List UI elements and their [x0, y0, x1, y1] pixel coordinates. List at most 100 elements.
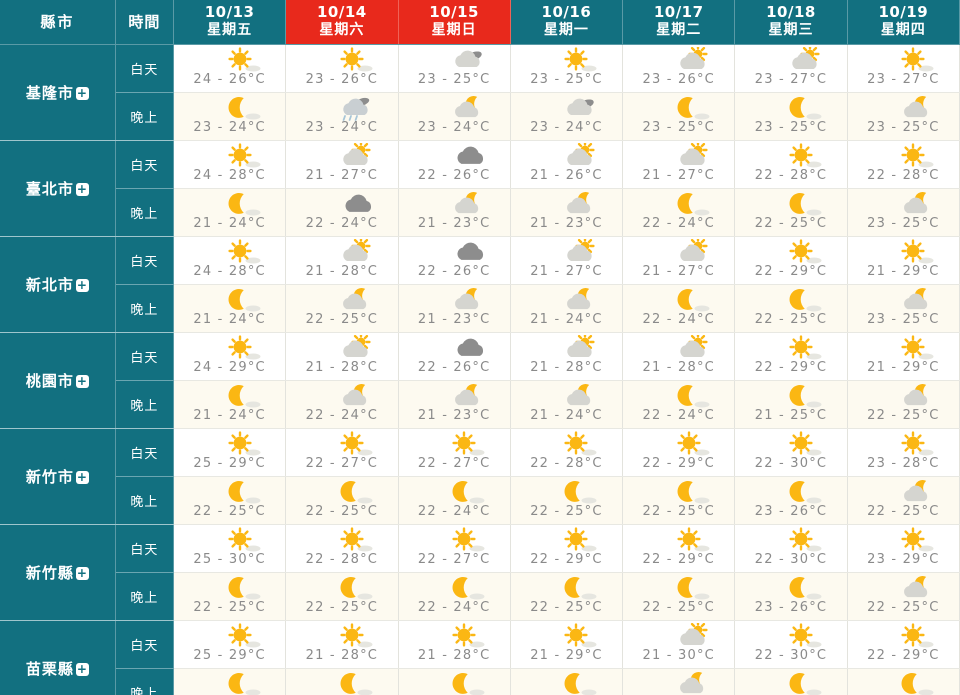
forecast-cell[interactable]: 22 - 25°C — [622, 572, 736, 621]
forecast-cell[interactable]: 23 - 27°C — [847, 44, 960, 93]
city-cell-4[interactable]: 新竹市 + — [0, 428, 116, 525]
forecast-cell[interactable]: 23 - 26°C — [622, 43, 736, 93]
forecast-cell[interactable]: 22 - 30°C — [734, 620, 848, 669]
forecast-cell[interactable]: 22 - 28°C — [847, 140, 960, 189]
forecast-cell[interactable]: 21 - 27°C — [622, 235, 736, 285]
forecast-cell[interactable]: 22 - 25°C — [285, 476, 399, 525]
forecast-cell[interactable]: 21 - 27°C — [285, 139, 399, 189]
forecast-cell[interactable]: 21 - 24°C — [510, 380, 624, 429]
forecast-cell[interactable]: 23 - 25°C — [510, 44, 624, 93]
forecast-cell[interactable]: 21 - 24°C — [173, 380, 287, 429]
forecast-cell[interactable]: 23 - 26°C — [285, 44, 399, 93]
city-cell-6[interactable]: 苗栗縣 + — [0, 620, 116, 695]
city-cell-3[interactable]: 桃園市 + — [0, 332, 116, 429]
forecast-cell[interactable]: 22 - 25°C — [734, 284, 848, 333]
forecast-cell[interactable]: 21 - 29°C — [847, 332, 960, 381]
forecast-cell[interactable]: 21 - 24°C — [173, 188, 287, 237]
forecast-cell[interactable]: 24 - 28°C — [173, 236, 287, 285]
forecast-cell[interactable]: 21 - 27°C — [622, 139, 736, 189]
forecast-cell[interactable]: 24 - 28°C — [173, 140, 287, 189]
header-day-3[interactable]: 10/16 星期一 — [510, 0, 624, 45]
forecast-cell[interactable]: 21 - 28°C — [510, 331, 624, 381]
city-cell-0[interactable]: 基隆市 + — [0, 44, 116, 141]
city-cell-2[interactable]: 新北市 + — [0, 236, 116, 333]
forecast-cell[interactable]: 22 - 24°C — [622, 380, 736, 429]
forecast-cell[interactable]: 21 - 26°C — [510, 139, 624, 189]
forecast-cell[interactable]: 22 - 24°C — [285, 188, 399, 237]
header-day-2[interactable]: 10/15 星期日 — [398, 0, 511, 45]
forecast-cell[interactable]: 24 - 26°C — [173, 44, 287, 93]
forecast-cell[interactable]: 25 - 30°C — [173, 524, 287, 573]
forecast-cell[interactable]: 21 - 24°C — [173, 284, 287, 333]
forecast-cell[interactable]: 22 - 25°C — [622, 476, 736, 525]
forecast-cell[interactable]: 22 - 25°C — [847, 668, 960, 695]
forecast-cell[interactable]: 22 - 25°C — [847, 572, 960, 621]
forecast-cell[interactable]: 23 - 26°C — [734, 572, 848, 621]
city-cell-1[interactable]: 臺北市 + — [0, 140, 116, 237]
expand-plus-icon[interactable]: + — [75, 181, 89, 196]
forecast-cell[interactable]: 22 - 25°C — [510, 476, 624, 525]
forecast-cell[interactable]: 22 - 24°C — [285, 380, 399, 429]
forecast-cell[interactable]: 23 - 25°C — [398, 44, 511, 93]
forecast-cell[interactable]: 24 - 29°C — [173, 332, 287, 381]
forecast-cell[interactable]: 22 - 30°C — [734, 428, 848, 477]
forecast-cell[interactable]: 23 - 26°C — [734, 476, 848, 525]
forecast-cell[interactable]: 21 - 30°C — [622, 619, 736, 669]
forecast-cell[interactable]: 22 - 25°C — [173, 572, 287, 621]
forecast-cell[interactable]: 23 - 25°C — [847, 92, 960, 141]
header-day-4[interactable]: 10/17 星期二 — [622, 0, 736, 45]
forecast-cell[interactable]: 21 - 29°C — [847, 236, 960, 285]
forecast-cell[interactable]: 23 - 24°C — [285, 92, 399, 141]
forecast-cell[interactable]: 22 - 24°C — [622, 188, 736, 237]
forecast-cell[interactable]: 23 - 25°C — [847, 188, 960, 237]
forecast-cell[interactable]: 21 - 23°C — [510, 188, 624, 237]
forecast-cell[interactable]: 22 - 25°C — [847, 476, 960, 525]
forecast-cell[interactable]: 23 - 28°C — [847, 428, 960, 477]
forecast-cell[interactable]: 22 - 25°C — [510, 572, 624, 621]
forecast-cell[interactable]: 23 - 25°C — [622, 92, 736, 141]
forecast-cell[interactable]: 21 - 23°C — [398, 380, 511, 429]
forecast-cell[interactable]: 22 - 27°C — [285, 428, 399, 477]
forecast-cell[interactable]: 23 - 25°C — [847, 284, 960, 333]
forecast-cell[interactable]: 23 - 29°C — [847, 524, 960, 573]
forecast-cell[interactable]: 22 - 26°C — [734, 668, 848, 695]
forecast-cell[interactable]: 22 - 25°C — [285, 284, 399, 333]
forecast-cell[interactable]: 21 - 23°C — [398, 188, 511, 237]
forecast-cell[interactable]: 21 - 24°C — [510, 284, 624, 333]
forecast-cell[interactable]: 25 - 29°C — [173, 428, 287, 477]
city-cell-5[interactable]: 新竹縣 + — [0, 524, 116, 621]
forecast-cell[interactable]: 23 - 25°C — [734, 92, 848, 141]
forecast-cell[interactable]: 22 - 28°C — [510, 428, 624, 477]
header-day-6[interactable]: 10/19 星期四 — [847, 0, 960, 45]
forecast-cell[interactable]: 22 - 30°C — [734, 524, 848, 573]
forecast-cell[interactable]: 22 - 29°C — [734, 236, 848, 285]
forecast-cell[interactable]: 22 - 24°C — [398, 572, 511, 621]
header-day-1[interactable]: 10/14 星期六 — [285, 0, 399, 45]
forecast-cell[interactable]: 21 - 24°C — [398, 668, 511, 695]
forecast-cell[interactable]: 22 - 29°C — [622, 524, 736, 573]
forecast-cell[interactable]: 21 - 28°C — [285, 620, 399, 669]
forecast-cell[interactable]: 22 - 27°C — [398, 524, 511, 573]
forecast-cell[interactable]: 21 - 24°C — [285, 668, 399, 695]
forecast-cell[interactable]: 22 - 26°C — [398, 236, 511, 285]
forecast-cell[interactable]: 22 - 29°C — [622, 428, 736, 477]
forecast-cell[interactable]: 22 - 25°C — [847, 380, 960, 429]
forecast-cell[interactable]: 22 - 29°C — [734, 332, 848, 381]
expand-plus-icon[interactable]: + — [75, 373, 89, 388]
forecast-cell[interactable]: 22 - 26°C — [398, 332, 511, 381]
forecast-cell[interactable]: 22 - 25°C — [622, 668, 736, 695]
expand-plus-icon[interactable]: + — [75, 85, 89, 100]
forecast-cell[interactable]: 21 - 25°C — [734, 380, 848, 429]
expand-plus-icon[interactable]: + — [75, 565, 89, 580]
forecast-cell[interactable]: 22 - 27°C — [398, 428, 511, 477]
forecast-cell[interactable]: 21 - 25°C — [173, 668, 287, 695]
forecast-cell[interactable]: 22 - 29°C — [510, 524, 624, 573]
forecast-cell[interactable]: 23 - 27°C — [734, 43, 848, 93]
forecast-cell[interactable]: 22 - 24°C — [398, 476, 511, 525]
forecast-cell[interactable]: 22 - 29°C — [847, 620, 960, 669]
forecast-cell[interactable]: 21 - 28°C — [285, 235, 399, 285]
forecast-cell[interactable]: 23 - 24°C — [398, 92, 511, 141]
header-day-5[interactable]: 10/18 星期三 — [734, 0, 848, 45]
expand-plus-icon[interactable]: + — [75, 661, 89, 676]
forecast-cell[interactable]: 22 - 25°C — [285, 572, 399, 621]
